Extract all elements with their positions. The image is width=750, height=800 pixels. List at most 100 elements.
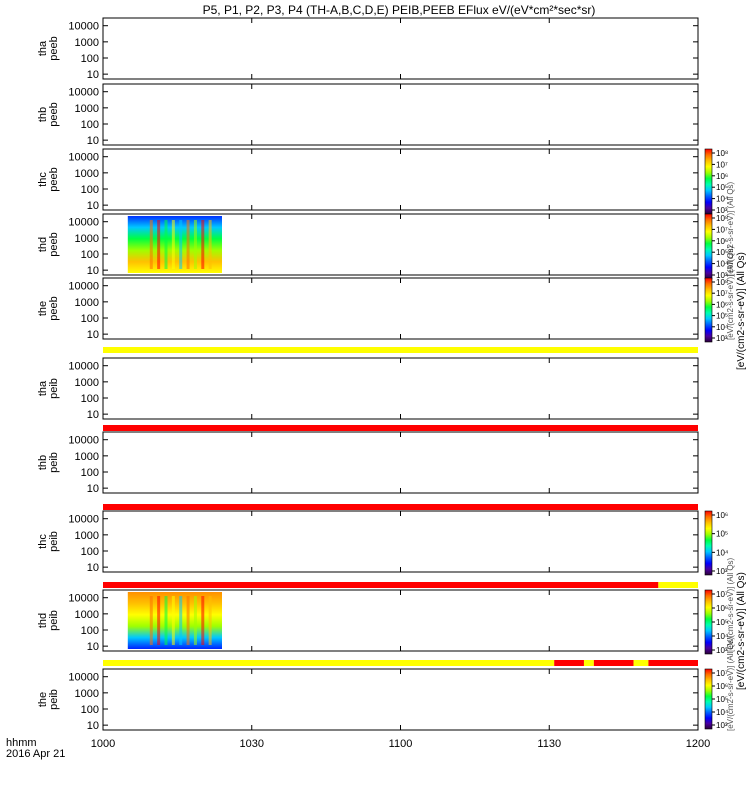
panel-label-probe: the [37, 301, 49, 316]
figure-title: P5, P1, P2, P3, P4 (TH-A,B,C,D,E) PEIB,P… [203, 3, 596, 17]
colorbar-tick-label: 10⁶ [716, 682, 728, 691]
y-tick-label: 10000 [68, 514, 99, 526]
colorbar-label: [eV/(cm2-s-sr-eV)] (All Qs) [726, 181, 735, 276]
colorbar-tick-label: 10⁴ [716, 708, 729, 717]
colorbar-tick-label: 10⁴ [716, 548, 729, 557]
spectrogram-stripe [201, 596, 205, 645]
colorbar-tick-label: 10⁶ [716, 511, 728, 520]
y-tick-label: 10 [87, 329, 99, 341]
panel-frame [102, 277, 699, 340]
colorbar-scale [704, 510, 713, 576]
spectrogram-stripe [193, 220, 197, 269]
panel-label-probe: thd [37, 237, 49, 252]
spectrogram-stripe [171, 596, 175, 645]
panel-label: thdpeib [37, 610, 60, 631]
spectrogram-stripe [164, 220, 168, 269]
flag-segment [103, 347, 698, 353]
panel-thd-peeb: 10000 1000 100 10 thdpeeb [37, 213, 699, 277]
colorbar-tick-label: 10⁵ [716, 618, 728, 627]
colorbar-tick-label: 10⁸ [716, 278, 728, 287]
x-tick-label: 1200 [686, 738, 710, 750]
panel-label-product: peeb [48, 167, 60, 191]
y-tick-label: 10 [87, 483, 99, 495]
y-tick-label: 1000 [75, 233, 99, 245]
panel-tha-peib: 10000 1000 100 10 thapeib [37, 357, 699, 421]
colorbar-tick-label: 10³ [716, 567, 728, 576]
x-tick-label: 1100 [389, 738, 413, 750]
panel-label-probe: tha [37, 380, 49, 396]
y-tick-label: 10000 [68, 21, 99, 33]
y-tick-label: 10000 [68, 672, 99, 684]
colorbar-tick-label: 10⁴ [716, 195, 729, 204]
spectrogram-block [127, 592, 222, 649]
y-tick-label: 10 [87, 200, 99, 212]
panel-frame [102, 17, 699, 80]
panel-label: thepeib [37, 689, 60, 710]
time-axis-date: 2016 Apr 21 [6, 748, 65, 760]
panel-label-product: peeb [48, 36, 60, 60]
y-tick-label: 10 [87, 409, 99, 421]
flag-segment [103, 660, 555, 666]
panel-label: thapeib [37, 378, 60, 399]
panel-label: thcpeeb [37, 167, 60, 191]
flag-segment [103, 425, 698, 431]
y-tick-label: 1000 [75, 688, 99, 700]
panel-thd-peib: 10000 1000 100 10 thdpeib [37, 589, 699, 653]
y-tick-label: 1000 [75, 168, 99, 180]
panel-thb-peeb: 10000 1000 100 10 thbpeeb [37, 83, 699, 147]
spectrogram-stripe [208, 220, 212, 269]
x-tick-label: 1130 [537, 738, 561, 750]
flag-bars-group [103, 347, 698, 666]
panel-label-product: peeb [48, 296, 60, 320]
colorbar-label: [eV/(cm2-s-sr-eV)] (All Qs) [726, 557, 735, 652]
y-tick-label: 10 [87, 641, 99, 653]
colorbar-tick-label: 10⁷ [716, 160, 728, 169]
colorbar-tick-label: 10⁸ [716, 214, 728, 223]
colorbar-label: [eV/(cm2-s-sr-eV)] (All Qs) [726, 636, 735, 731]
time-axis: hhmm 2016 Apr 21 1000 1030 1100 1130 1200 [6, 737, 710, 760]
spectrogram-block [127, 216, 222, 273]
y-tick-label: 100 [81, 53, 99, 65]
colorbar-scale [704, 148, 713, 215]
spectrogram-stripe [157, 596, 161, 645]
spectrogram-stripe [179, 596, 183, 645]
colorbar-3: 10³ 10⁴ 10⁵ 10⁶ [704, 510, 729, 576]
y-tick-label: 100 [81, 119, 99, 131]
colorbar-tick-label: 10⁸ [716, 149, 728, 158]
y-tick-label: 1000 [75, 451, 99, 463]
spectrogram-stripe [149, 220, 153, 269]
panel-tha-peeb: 10000 1000 100 10 thapeeb [37, 17, 699, 81]
flag-segment [593, 660, 634, 666]
y-tick-label: 100 [81, 467, 99, 479]
panel-label: thcpeib [37, 531, 60, 552]
flag-segment [554, 660, 584, 666]
panel-frame [102, 510, 699, 573]
panel-label-product: peeb [48, 102, 60, 126]
y-tick-label: 10 [87, 135, 99, 147]
colorbars-group: 10³10⁴10⁵10⁶10⁷10⁸10³10⁴10⁵10⁶10⁷10⁸10³1… [704, 148, 747, 731]
y-tick-label: 100 [81, 184, 99, 196]
colorbar-tick-label: 10³ [716, 334, 728, 343]
panel-label-product: peib [48, 610, 60, 631]
y-tick-label: 10000 [68, 281, 99, 293]
panel-label-probe: tha [37, 40, 49, 56]
panel-label-product: peib [48, 452, 60, 473]
colorbar-label: [eV/(cm2-s-sr-eV)] (All Qs) [726, 245, 735, 340]
spectrogram-stripe [149, 596, 153, 645]
y-tick-label: 10000 [68, 87, 99, 99]
colorbar-tick-label: 10³ [716, 646, 728, 655]
colorbar-tick-label: 10³ [716, 206, 728, 215]
panel-label-product: peib [48, 531, 60, 552]
colorbar-2: 10³ 10⁴ 10⁵ 10⁶ 10⁷ 10⁸ [704, 277, 729, 343]
colorbar-tick-label: 10⁷ [716, 590, 728, 599]
panel-frame [102, 83, 699, 146]
panels-group: 10000100010010thapeeb10000100010010thbpe… [37, 17, 699, 732]
colorbar-tick-label: 10³ [716, 721, 728, 730]
colorbar-tick-label: 10⁷ [716, 669, 728, 678]
panel-thc-peeb: 10000 1000 100 10 thcpeeb [37, 148, 699, 212]
spectrogram-stripe [201, 220, 205, 269]
y-tick-label: 10000 [68, 217, 99, 229]
flag-segment [658, 582, 698, 588]
panel-label: thbpeib [37, 452, 60, 473]
